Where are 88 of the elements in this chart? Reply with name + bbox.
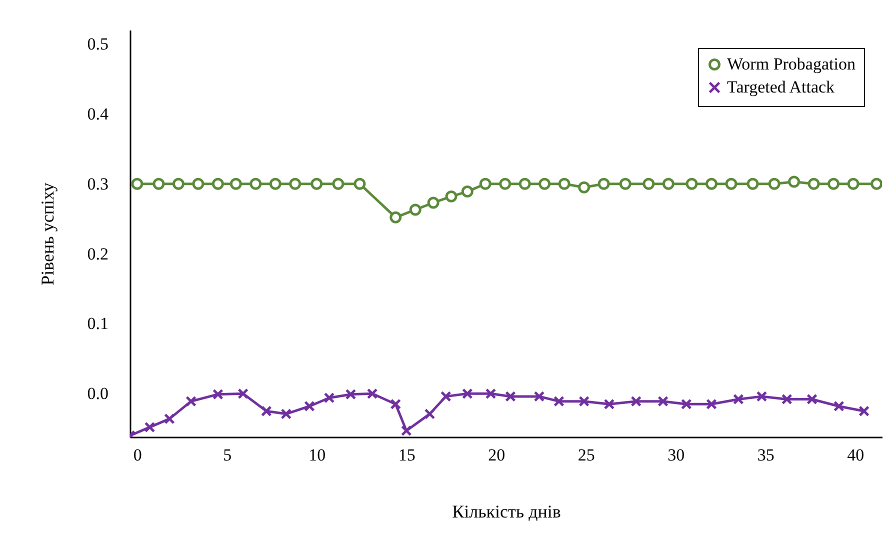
legend-label: Targeted Attack (727, 78, 836, 96)
x-tick-label: 35 (757, 446, 774, 464)
point (212, 388, 224, 400)
point (230, 178, 242, 190)
point (440, 391, 452, 402)
x-tick-label: 25 (578, 446, 595, 464)
point (518, 178, 531, 190)
point (558, 178, 570, 190)
point (870, 178, 882, 190)
y-tick-label: 0.5 (87, 34, 108, 54)
point (366, 388, 378, 400)
point (345, 388, 356, 400)
point (400, 425, 412, 436)
point (152, 178, 165, 190)
point (289, 178, 302, 190)
point (332, 178, 344, 190)
point (172, 178, 184, 190)
point (686, 178, 698, 190)
point (706, 178, 718, 190)
point (732, 394, 744, 405)
point (725, 178, 738, 190)
point (578, 181, 590, 194)
point (260, 406, 272, 417)
point (310, 178, 323, 190)
point (598, 178, 610, 190)
point (390, 398, 402, 410)
point (144, 422, 156, 433)
point (828, 178, 840, 190)
point (756, 391, 768, 402)
point (578, 396, 590, 407)
point (269, 178, 282, 190)
point (706, 398, 717, 410)
y-tick-label: 0.3 (87, 174, 108, 194)
x-tick-label: 30 (668, 446, 685, 464)
x-tick-label: 10 (308, 446, 326, 464)
point (808, 178, 820, 190)
point (604, 398, 615, 410)
y-tick-label: 0.2 (87, 244, 108, 264)
point (788, 176, 800, 188)
point (538, 178, 551, 190)
point (534, 391, 545, 402)
point (424, 408, 436, 420)
point (164, 413, 175, 424)
point (304, 400, 315, 412)
y-axis-title: Рівень успіху (37, 182, 58, 286)
x-tick-label: 40 (847, 446, 864, 464)
x-axis-title: Кількість днів (452, 502, 561, 522)
point (461, 186, 474, 198)
point (192, 178, 204, 190)
point (409, 204, 422, 216)
point (662, 178, 674, 190)
x-tick-label: 20 (488, 446, 506, 464)
y-tick-label: 0.1 (87, 314, 108, 334)
point (131, 178, 144, 190)
x-tick-label: 0 (133, 446, 142, 464)
point (858, 406, 870, 417)
point (746, 178, 759, 190)
point (186, 396, 196, 407)
y-tick-label: 0.4 (87, 104, 109, 124)
y-tick-label: 0.0 (87, 384, 108, 404)
point (427, 196, 440, 209)
point (505, 391, 516, 402)
point (630, 396, 642, 407)
point (499, 178, 512, 190)
point (554, 396, 564, 407)
point (354, 178, 366, 190)
point (479, 178, 492, 190)
x-tick-label: 5 (223, 446, 232, 464)
point (806, 394, 818, 405)
point (768, 178, 780, 190)
point (658, 396, 668, 407)
point (781, 394, 792, 405)
point (833, 400, 844, 412)
point (250, 178, 262, 190)
point (212, 178, 224, 190)
point (280, 408, 292, 420)
point (642, 178, 655, 190)
point (324, 392, 335, 404)
legend-label: Worm Probagation (727, 54, 856, 74)
point (238, 388, 248, 400)
point (445, 190, 458, 202)
point (462, 388, 473, 400)
point (680, 398, 692, 410)
point (619, 178, 632, 190)
point (847, 178, 860, 190)
point (485, 388, 496, 400)
point (390, 211, 402, 224)
x-tick-label: 15 (398, 446, 416, 464)
